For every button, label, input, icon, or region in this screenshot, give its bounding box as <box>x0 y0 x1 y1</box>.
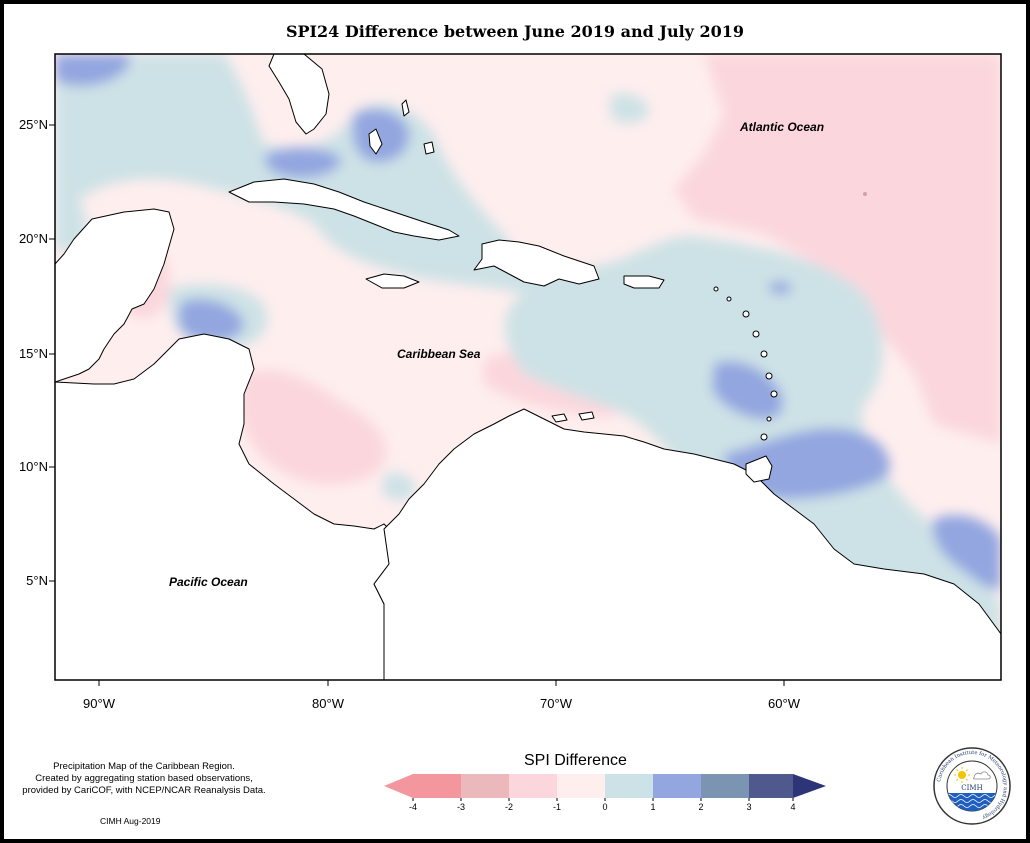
land-jamaica <box>365 273 420 289</box>
colorbar-cell-0 <box>605 774 653 798</box>
lat-label-10: 10°N <box>18 459 48 474</box>
blue-spot-panama <box>382 472 415 501</box>
credit-line-2: Created by aggregating station based obs… <box>35 773 253 784</box>
land-antilles-8 <box>766 416 772 422</box>
label-pacific-ocean: Pacific Ocean <box>169 575 248 589</box>
legend-tick-minus3: -3 <box>456 802 465 812</box>
colorbar-cell-minus3 <box>461 774 509 798</box>
blue-region-northwest <box>55 54 130 86</box>
lon-label-80: 80°W <box>312 696 344 711</box>
legend-tick-1: 1 <box>650 802 656 812</box>
land-antilles-1 <box>713 286 719 292</box>
land-curacao <box>578 411 595 421</box>
colorbar-cell-minus2 <box>509 774 557 798</box>
land-florida <box>268 54 330 135</box>
colorbar-arrow-low <box>384 774 413 798</box>
legend-tick-minus2: -2 <box>504 802 513 812</box>
legend-tick-0: 0 <box>602 802 608 812</box>
sun-rays-icon <box>954 767 970 783</box>
land-masses <box>55 54 1001 680</box>
blue-region-cuba <box>264 147 342 179</box>
land-bahamas-3 <box>423 141 435 155</box>
colorbar-cell-minus1 <box>557 774 605 798</box>
colorbar-cell-2 <box>701 774 749 798</box>
legend-tick-4: 4 <box>790 802 796 812</box>
legend-title: SPI Difference <box>524 752 627 769</box>
blue-spot-antilles <box>769 281 792 295</box>
credit-line-1: Precipitation Map of the Caribbean Regio… <box>53 761 235 772</box>
lat-label-15: 15°N <box>18 346 48 361</box>
land-aruba <box>551 413 568 423</box>
legend-tick-minus4: -4 <box>408 802 417 812</box>
colorbar-cell-3 <box>749 774 793 798</box>
wave-icon <box>947 793 997 811</box>
cimh-logo: Caribbean Institute for Meteorology and … <box>933 747 1011 825</box>
label-atlantic-ocean: Atlantic Ocean <box>740 120 825 134</box>
blue-region-trinidad <box>724 428 890 499</box>
credit-text: Precipitation Map of the Caribbean Regio… <box>6 761 282 797</box>
pink-spot-north <box>783 63 814 89</box>
colorbar-cell-1 <box>653 774 701 798</box>
land-trinidad <box>745 455 773 483</box>
land-antilles-9 <box>760 433 768 441</box>
colorbar-cell-minus4 <box>413 774 461 798</box>
map-title: SPI24 Difference between June 2019 and J… <box>285 22 745 41</box>
blue-region-honduras-core <box>178 299 244 342</box>
land-antilles-3 <box>742 310 750 318</box>
colorbar <box>384 774 826 801</box>
pink-region-central-america <box>239 370 387 485</box>
land-antilles-7 <box>770 390 778 398</box>
cloud-icon <box>972 771 991 780</box>
logo-acronym: CIMH <box>961 784 982 792</box>
credit-line-3: provided by CariCOF, with NCEP/NCAR Rean… <box>22 785 266 796</box>
sun-icon <box>958 771 966 779</box>
land-antilles-4 <box>752 330 760 338</box>
land-antilles-2 <box>726 296 732 302</box>
blue-region-lesser-antilles <box>712 361 783 420</box>
credit-code: CIMH Aug-2019 <box>100 816 161 826</box>
lat-label-20: 20°N <box>18 231 48 246</box>
legend-tick-2: 2 <box>698 802 704 812</box>
land-puerto-rico <box>623 275 665 289</box>
land-mexico-yucatan <box>55 208 175 383</box>
land-cuba <box>228 178 460 241</box>
lat-label-5: 5°N <box>26 573 48 588</box>
legend-tick-3: 3 <box>746 802 752 812</box>
pink-region-atlantic <box>674 54 1001 444</box>
colorbar-arrow-high <box>793 774 826 798</box>
figure-canvas: SPI24 Difference between June 2019 and J… <box>4 4 1026 839</box>
land-hispaniola <box>473 239 600 287</box>
label-caribbean-sea: Caribbean Sea <box>397 347 481 361</box>
blue-region-east <box>932 515 1001 590</box>
lon-label-90: 90°W <box>83 696 115 711</box>
lon-label-60: 60°W <box>768 696 800 711</box>
lat-label-25: 25°N <box>18 117 48 132</box>
axis-ticks <box>49 124 785 686</box>
map-graphic <box>49 53 1002 801</box>
land-bahamas-2 <box>401 99 410 117</box>
blue-spot-north <box>609 93 649 124</box>
land-antilles-5 <box>760 350 768 358</box>
legend-tick-minus1: -1 <box>552 802 561 812</box>
land-bahamas-1 <box>368 128 383 155</box>
lon-label-70: 70°W <box>540 696 572 711</box>
land-antilles-6 <box>765 372 773 380</box>
red-spot <box>863 192 867 196</box>
land-south-america <box>373 408 1001 680</box>
colorbar-ticks <box>412 798 794 801</box>
map-frame <box>54 53 1002 681</box>
blue-region-bahamas <box>352 109 410 163</box>
